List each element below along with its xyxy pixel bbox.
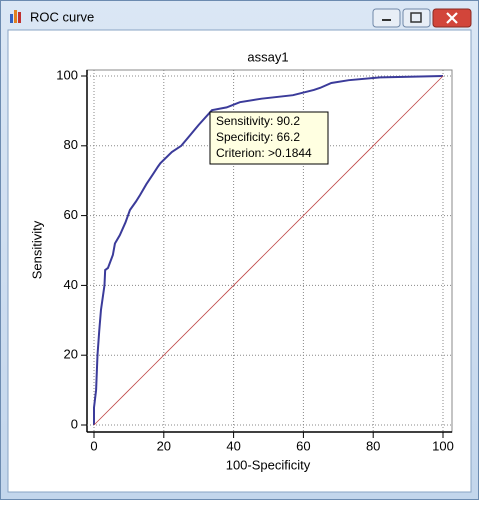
- tooltip-text: Criterion: >0.1844: [216, 146, 312, 160]
- maximize-icon: [410, 12, 422, 23]
- tooltip: [209, 111, 329, 165]
- x-tick-label: 20: [157, 438, 171, 453]
- plot: assay1 100-Specificity Sensitivity: [29, 49, 310, 472]
- reference-line: [93, 75, 444, 426]
- window-title: ROC curve: [30, 9, 94, 24]
- x-tick-label: 60: [296, 438, 310, 453]
- maximize-button[interactable]: [402, 8, 431, 28]
- x-axis-label: 100-Specificity: [226, 457, 311, 472]
- x-tick-label: 100: [432, 438, 454, 453]
- client-area: [7, 29, 472, 493]
- app-icon: [10, 10, 21, 23]
- y-tick-label: 100: [56, 67, 78, 82]
- x-tick-label: 40: [226, 438, 240, 453]
- y-tick-label: 80: [64, 137, 78, 152]
- minimize-icon: [382, 19, 391, 21]
- x-tick-label: 80: [366, 438, 380, 453]
- tooltip-text: Specificity: 66.2: [216, 130, 300, 144]
- tooltip-text: Sensitivity: 90.2: [216, 114, 300, 128]
- close-icon: [446, 12, 458, 24]
- y-axis-label: Sensitivity: [29, 220, 44, 279]
- y-tick-label: 60: [64, 207, 78, 222]
- roc-curve: [93, 75, 444, 425]
- minimize-button[interactable]: [372, 8, 401, 28]
- chart-title: assay1: [247, 49, 288, 64]
- x-tick-label: 0: [90, 438, 97, 453]
- y-tick-label: 40: [64, 277, 78, 292]
- y-tick-label: 0: [71, 416, 78, 431]
- y-tick-label: 20: [64, 347, 78, 362]
